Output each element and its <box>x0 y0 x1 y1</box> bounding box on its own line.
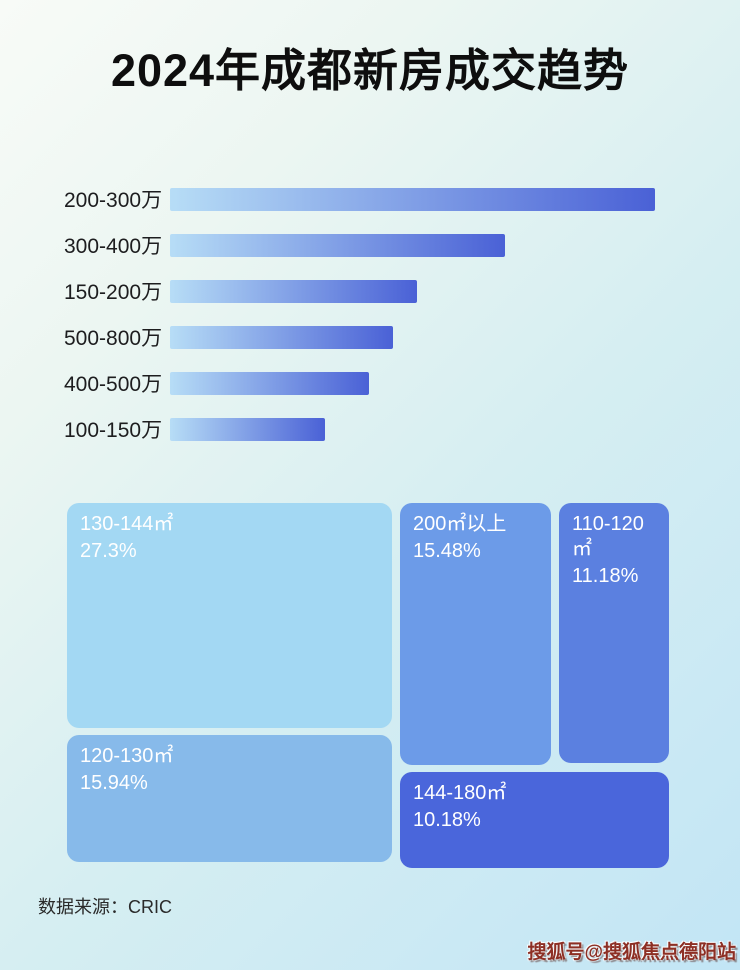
treemap-block-label: 120-130㎡ <box>80 745 174 767</box>
treemap-block-value: 15.94% <box>80 772 148 794</box>
bar-row: 400-500万 <box>0 360 740 406</box>
data-source: 数据来源：CRIC <box>38 897 172 917</box>
treemap-block: 144-180㎡ 10.18% <box>400 772 669 868</box>
page-title: 2024年成都新房成交趋势 <box>110 45 630 96</box>
treemap-block-label: 130-144㎡ <box>80 513 174 535</box>
treemap-block-label: 144-180㎡ <box>413 782 507 804</box>
bar-segment <box>170 371 369 395</box>
treemap-block: 120-130㎡ 15.94% <box>67 735 392 862</box>
treemap-block-label: 200㎡以上 <box>413 513 507 535</box>
bar-category-label: 150-200万 <box>64 281 163 304</box>
treemap-block: 130-144㎡ 27.3% <box>67 503 392 728</box>
treemap-block: 110-120㎡ 11.18% <box>559 503 669 763</box>
bar-row: 500-800万 <box>0 314 740 360</box>
bar-segment <box>170 279 417 303</box>
bar-row: 100-150万 <box>0 406 740 452</box>
bar-segment <box>170 187 655 211</box>
bar-category-label: 500-800万 <box>64 327 163 350</box>
bar-category-label: 100-150万 <box>64 419 163 442</box>
bar-category-label: 200-300万 <box>64 189 163 212</box>
treemap-block-value: 27.3% <box>80 540 137 562</box>
bar-segment <box>170 233 505 257</box>
bar-segment <box>170 325 393 349</box>
treemap-block: 200㎡以上 15.48% <box>400 503 551 765</box>
bar-row: 200-300万 <box>0 176 740 222</box>
bar-segment <box>170 417 325 441</box>
bar-category-label: 300-400万 <box>64 235 163 258</box>
watermark: 搜狐号@搜狐焦点德阳站 <box>527 942 736 963</box>
treemap-block-label: 110-120㎡ <box>572 513 644 560</box>
bar-row: 300-400万 <box>0 222 740 268</box>
price-bar-chart: 200-300万 300-400万 150-200万 500-800万 400-500万… <box>0 176 740 452</box>
bar-row: 150-200万 <box>0 268 740 314</box>
treemap-block-value: 10.18% <box>413 809 481 831</box>
treemap-block-value: 15.48% <box>413 540 481 562</box>
bar-category-label: 400-500万 <box>64 373 163 396</box>
treemap-block-value: 11.18% <box>572 565 639 587</box>
